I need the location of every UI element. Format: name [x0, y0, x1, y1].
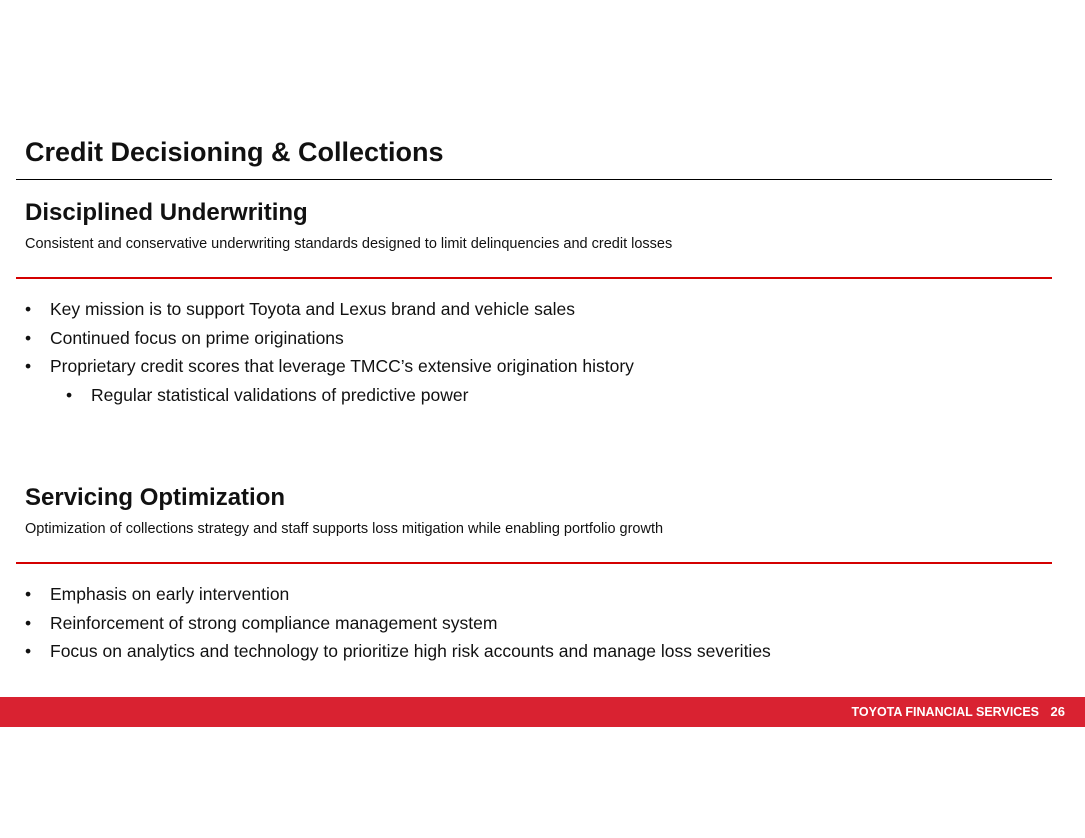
section-divider	[16, 562, 1052, 564]
bullet-item: • Proprietary credit scores that leverage…	[25, 356, 634, 377]
bullet-text: Emphasis on early intervention	[50, 584, 290, 604]
bullet-item: • Reinforcement of strong compliance mana…	[25, 613, 498, 634]
section-subtitle: Consistent and conservative underwriting…	[25, 236, 673, 252]
bullet-item: • Key mission is to support Toyota and Le…	[25, 299, 575, 320]
bullet-icon: •	[25, 613, 32, 633]
page-title: Credit Decisioning & Collections	[25, 137, 444, 167]
bullet-item: • Emphasis on early intervention	[25, 584, 290, 605]
footer-bar: TOYOTA FINANCIAL SERVICES 26	[0, 697, 1085, 727]
title-divider	[16, 179, 1052, 180]
bullet-text: Focus on analytics and technology to pri…	[50, 641, 771, 661]
bullet-icon: •	[66, 385, 73, 405]
bullet-text: Proprietary credit scores that leverage …	[50, 356, 634, 376]
page-number: 26	[1050, 704, 1065, 719]
bullet-text: Continued focus on prime originations	[50, 328, 344, 348]
bullet-icon: •	[25, 328, 32, 348]
bullet-icon: •	[25, 356, 32, 376]
bullet-item: • Focus on analytics and technology to pr…	[25, 641, 771, 662]
section-subtitle: Optimization of collections strategy and…	[25, 521, 664, 537]
footer-brand: TOYOTA FINANCIAL SERVICES	[851, 705, 1039, 719]
section-heading: Disciplined Underwriting	[25, 199, 308, 226]
bullet-icon: •	[25, 584, 32, 604]
section-divider	[16, 277, 1052, 279]
section-heading: Servicing Optimization	[25, 484, 286, 511]
sub-bullet-item: • Regular statistical validations of pred…	[66, 385, 469, 406]
bullet-icon: •	[25, 299, 32, 319]
bullet-item: • Continued focus on prime originations	[25, 328, 344, 349]
bullet-icon: •	[25, 641, 32, 661]
bullet-text: Regular statistical validations of predi…	[91, 385, 469, 405]
bullet-text: Reinforcement of strong compliance manag…	[50, 613, 498, 633]
bullet-text: Key mission is to support Toyota and Lex…	[50, 299, 575, 319]
